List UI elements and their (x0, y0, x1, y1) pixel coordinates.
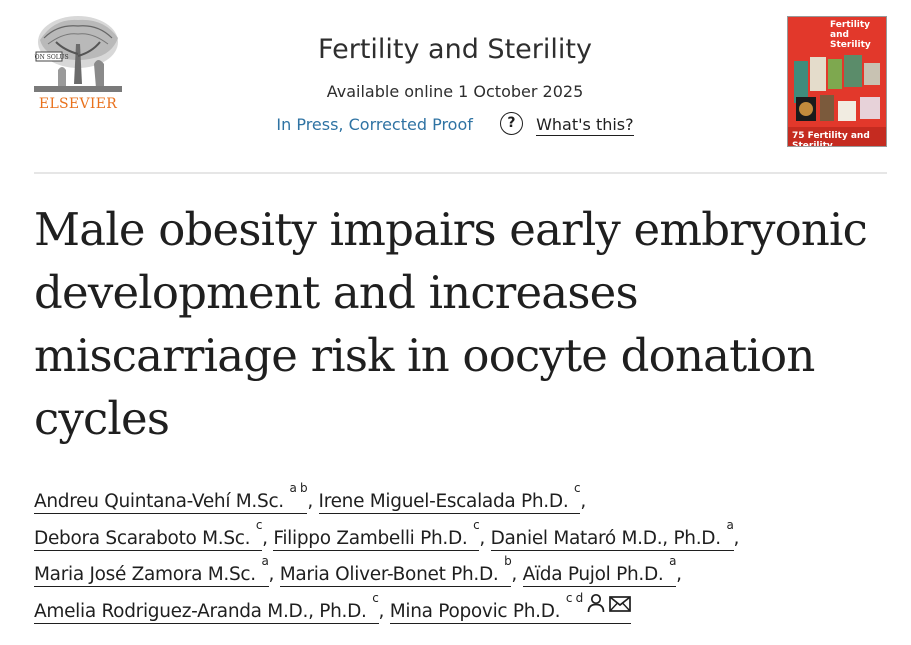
author-link[interactable]: Mina Popovic Ph.D. c d (389, 591, 631, 624)
author-affiliation: c (255, 517, 263, 532)
author-affiliation: a (669, 554, 677, 568)
author-affiliation: c (473, 517, 480, 532)
elsevier-tree-icon: NON SOLUS (34, 14, 122, 94)
author-affiliation: c (372, 590, 379, 605)
help-icon[interactable]: ? (499, 112, 523, 135)
svg-text:NON SOLUS: NON SOLUS (34, 54, 69, 61)
author-affiliation: b (504, 554, 512, 568)
author-name: Mina Popovic Ph.D. (389, 600, 561, 622)
author-link[interactable]: Amelia Rodriguez-Aranda M.D., Ph.D. c (34, 591, 379, 624)
author-name: Filippo Zambelli Ph.D. (273, 527, 468, 549)
author-separator: , (676, 564, 682, 586)
author-separator: , (733, 527, 740, 549)
person-icon[interactable] (587, 590, 605, 627)
article-title: Male obesity impairs early embryonic dev… (34, 203, 868, 445)
whats-this-link[interactable]: What's this? (536, 115, 634, 136)
cover-title: Fertility and Sterility (830, 20, 871, 50)
author-separator: , (479, 527, 491, 549)
article-status-row: In Press, Corrected Proof ? What's this? (200, 112, 710, 137)
article-status: In Press, Corrected Proof (276, 115, 473, 134)
author-affiliation: a (726, 517, 734, 532)
journal-cover-thumbnail[interactable]: Fertility and Sterility 75 Fertility and… (787, 16, 887, 147)
author-name: Amelia Rodriguez-Aranda M.D., Ph.D. (34, 600, 367, 622)
author-link[interactable]: Andreu Quintana-Vehí M.Sc. a b (34, 481, 308, 515)
author-name: Irene Miguel-Escalada Ph.D. (318, 491, 569, 513)
elsevier-wordmark: ELSEVIER (38, 96, 118, 112)
author-separator: , (580, 491, 586, 513)
author-name: Maria José Zamora M.Sc. (34, 564, 256, 586)
author-link[interactable]: Irene Miguel-Escalada Ph.D. c (318, 481, 581, 515)
cover-footer: 75 Fertility and Sterility (792, 131, 870, 147)
author-name: Daniel Mataró M.D., Ph.D. (490, 527, 722, 549)
author-separator: , (378, 600, 390, 622)
author-separator: , (268, 564, 280, 586)
author-name: Andreu Quintana-Vehí M.Sc. (34, 491, 284, 513)
author-name: Aïda Pujol Ph.D. (522, 564, 664, 586)
author-link[interactable]: Aïda Pujol Ph.D. a (522, 554, 676, 588)
elsevier-logo[interactable]: NON SOLUS (34, 14, 122, 116)
author-name: Debora Scaraboto M.Sc. (34, 527, 251, 549)
author-separator: , (511, 564, 523, 586)
author-affiliation: c d (565, 590, 583, 605)
author-line: Debora Scaraboto M.Sc. c, Filippo Zambel… (34, 515, 894, 552)
journal-title-link[interactable]: Fertility and Sterility (318, 34, 592, 65)
author-link[interactable]: Maria José Zamora M.Sc. a (34, 554, 269, 588)
author-link[interactable]: Maria Oliver-Bonet Ph.D. b (279, 554, 512, 588)
author-separator: , (262, 527, 274, 549)
author-affiliation: c (574, 481, 581, 495)
header-divider (34, 172, 887, 174)
cover-artwork (788, 17, 886, 146)
author-list: Andreu Quintana-Vehí M.Sc. a b, Irene Mi… (34, 478, 894, 624)
author-separator: , (307, 491, 319, 513)
envelope-icon[interactable] (609, 590, 631, 627)
author-link[interactable]: Filippo Zambelli Ph.D. c (273, 518, 480, 551)
availability-date: Available online 1 October 2025 (326, 82, 584, 101)
author-line: Andreu Quintana-Vehí M.Sc. a b, Irene Mi… (34, 478, 894, 515)
author-link[interactable]: Debora Scaraboto M.Sc. c (34, 518, 262, 551)
author-link[interactable]: Daniel Mataró M.D., Ph.D. a (490, 518, 734, 551)
author-line: Amelia Rodriguez-Aranda M.D., Ph.D. c, M… (34, 588, 894, 625)
author-affiliation: a (261, 554, 269, 568)
author-name: Maria Oliver-Bonet Ph.D. (279, 564, 499, 586)
author-affiliation: a b (289, 481, 308, 495)
author-line: Maria José Zamora M.Sc. a, Maria Oliver-… (34, 551, 894, 588)
